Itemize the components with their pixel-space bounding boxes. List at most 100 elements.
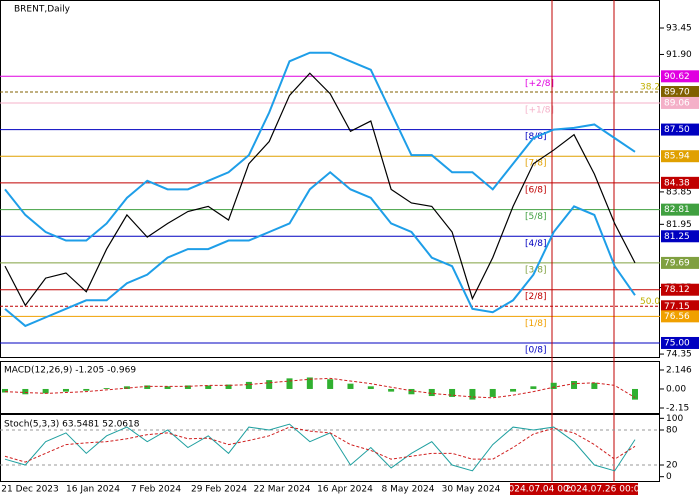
level-badge: [661, 203, 699, 216]
bar: [469, 388, 476, 400]
macd-frame: [0, 361, 660, 414]
x-tick-label: 16 Apr 2024: [317, 485, 373, 495]
bar: [2, 388, 8, 393]
level-badge: [661, 176, 699, 189]
event-badge: [510, 483, 576, 495]
stoch-title: Stoch(5,3,3) 63.5481 52.0618: [4, 420, 140, 430]
level-label: 75.00: [664, 338, 690, 348]
event-label: 2024.07.04 00:00: [503, 485, 584, 495]
level-label: 87.50: [664, 125, 690, 135]
level-badge: [661, 70, 699, 83]
murray-label: [4/8]: [525, 239, 547, 249]
bar: [571, 381, 578, 389]
level-label: 89.70: [664, 88, 690, 98]
bar: [225, 384, 232, 389]
level-badge: [661, 310, 699, 323]
level-badge: [661, 336, 699, 349]
y-tick-label: 91.90: [666, 50, 692, 60]
level-label: 84.38: [664, 178, 690, 188]
bar: [245, 381, 252, 389]
bar: [388, 388, 395, 392]
y-tick-label: 83.85: [666, 187, 692, 197]
x-tick-label: 16 Jan 2024: [66, 485, 120, 495]
bar: [591, 382, 598, 389]
series-line: [4, 426, 636, 463]
bar: [428, 388, 435, 397]
series-line: [4, 51, 636, 242]
y-tick-label: 0: [666, 472, 672, 482]
bar: [489, 388, 496, 397]
y-tick-label: 74.35: [666, 350, 692, 360]
y-tick-label: 93.45: [666, 23, 692, 33]
bar: [266, 380, 273, 389]
y-tick-label: 80: [666, 425, 678, 435]
x-tick-label: 8 May 2024: [382, 485, 435, 495]
y-tick-label: 81.95: [666, 220, 692, 230]
level-label: 82.81: [664, 205, 690, 215]
event-label: 2024.07.26 00:00: [565, 485, 646, 495]
murray-label: [1/8]: [525, 319, 547, 329]
bar: [164, 386, 171, 389]
level-badge: [661, 283, 699, 296]
murray-label: [5/8]: [525, 212, 547, 222]
murray-label: [+1/8]: [525, 105, 554, 115]
bar: [103, 388, 110, 389]
x-tick-label: 22 Mar 2024: [253, 485, 310, 495]
level-badge: [661, 256, 699, 269]
stoch-frame: [0, 414, 660, 482]
bar: [347, 383, 354, 389]
fib-label: 50.0: [640, 297, 660, 307]
y-tick-label: 2.146: [666, 365, 692, 375]
level-badge: [661, 300, 699, 313]
bar: [42, 388, 49, 394]
bar: [22, 388, 29, 395]
bar: [286, 378, 293, 389]
murray-label: [2/8]: [525, 292, 547, 302]
series-line: [4, 423, 636, 472]
bar: [327, 379, 334, 389]
murray-label: [+2/8]: [525, 79, 554, 89]
bar: [510, 388, 517, 392]
event-badge: [572, 483, 638, 495]
main-frame: [0, 0, 660, 358]
bar: [449, 388, 456, 397]
murray-label: [0/8]: [525, 345, 547, 355]
y-tick-label: 100: [666, 414, 683, 424]
bar: [367, 386, 374, 389]
bar: [550, 382, 557, 389]
murray-label: [6/8]: [525, 185, 547, 195]
level-badge: [661, 123, 699, 136]
series-line: [4, 72, 636, 307]
level-label: 81.25: [664, 232, 690, 242]
bar: [184, 385, 191, 389]
level-label: 85.94: [664, 152, 690, 162]
bar: [144, 385, 151, 389]
x-tick-label: 7 Feb 2024: [131, 485, 182, 495]
macd-title: MACD(12,26,9) -1.205 -0.969: [4, 366, 136, 376]
fib-label: 38.2: [640, 83, 660, 93]
level-badge: [661, 86, 699, 99]
level-badge: [661, 230, 699, 243]
level-label: 77.15: [664, 302, 690, 312]
series-line: [4, 377, 636, 399]
bar: [408, 388, 415, 395]
chart-title: BRENT,Daily: [14, 5, 71, 15]
x-tick-label: 30 May 2024: [442, 485, 501, 495]
bar: [205, 385, 212, 389]
x-tick-label: 29 Feb 2024: [191, 485, 247, 495]
level-label: 76.56: [664, 312, 690, 322]
y-tick-label: 20: [666, 461, 678, 471]
murray-label: [7/8]: [525, 159, 547, 169]
y-tick-label: -2.15: [666, 403, 689, 413]
level-label: 89.06: [664, 98, 690, 108]
bar: [530, 386, 537, 389]
bar: [632, 388, 638, 400]
level-label: 79.69: [664, 258, 690, 268]
level-badge: [661, 150, 699, 163]
bar: [83, 388, 90, 391]
x-tick-label: 21 Dec 2023: [1, 485, 59, 495]
series-line: [4, 170, 636, 328]
level-badge: [661, 96, 699, 109]
level-label: 78.12: [664, 285, 690, 295]
